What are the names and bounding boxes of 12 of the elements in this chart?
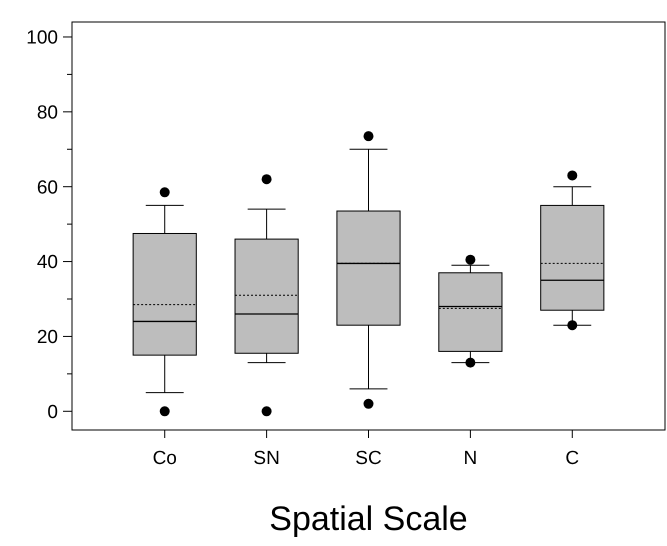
y-tick-label: 80: [36, 102, 58, 124]
x-tick-label: SN: [253, 448, 280, 469]
x-tick-label: N: [464, 448, 478, 469]
y-tick-label: 60: [36, 177, 58, 198]
x-tick-label: C: [565, 448, 580, 469]
x-axis-title: Spatial Scale: [269, 500, 468, 538]
y-tick-label: 0: [47, 402, 58, 423]
y-tick-label: 40: [36, 252, 58, 274]
x-tick-label: SC: [355, 448, 382, 469]
y-tick-label: 100: [26, 28, 58, 49]
x-tick-label: Co: [152, 448, 177, 469]
y-tick-label: 20: [36, 327, 58, 348]
